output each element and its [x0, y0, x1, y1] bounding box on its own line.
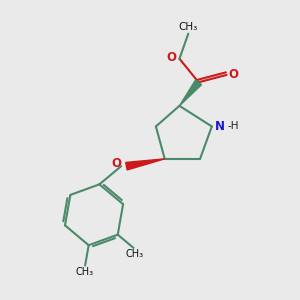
Text: O: O: [111, 157, 121, 170]
Text: CH₃: CH₃: [76, 267, 94, 277]
Text: O: O: [166, 51, 176, 64]
Polygon shape: [126, 159, 165, 170]
Polygon shape: [179, 80, 202, 106]
Text: CH₃: CH₃: [126, 249, 144, 259]
Text: O: O: [229, 68, 238, 80]
Text: -H: -H: [227, 122, 238, 131]
Text: CH₃: CH₃: [179, 22, 198, 32]
Text: N: N: [215, 120, 225, 133]
